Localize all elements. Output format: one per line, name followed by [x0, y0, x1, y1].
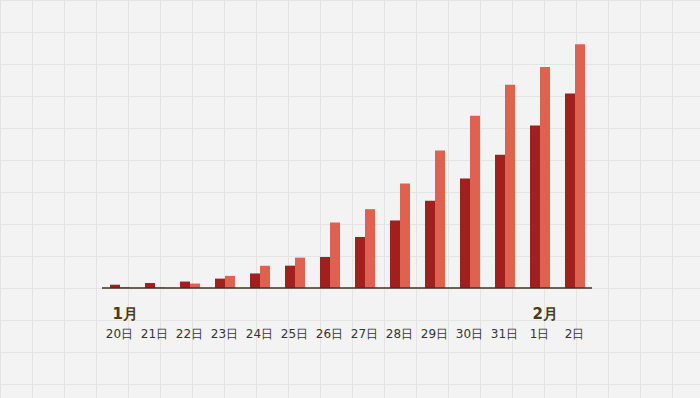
svg-text:30日: 30日 [456, 327, 483, 341]
svg-text:24日: 24日 [246, 327, 273, 341]
svg-text:29日: 29日 [421, 327, 448, 341]
svg-text:1日: 1日 [530, 327, 550, 341]
svg-text:25日: 25日 [281, 327, 308, 341]
svg-text:2月: 2月 [533, 305, 558, 323]
svg-text:2日: 2日 [565, 327, 585, 341]
svg-text:28日: 28日 [386, 327, 413, 341]
svg-text:23日: 23日 [211, 327, 238, 341]
svg-text:22日: 22日 [176, 327, 203, 341]
svg-text:31日: 31日 [491, 327, 518, 341]
svg-text:21日: 21日 [141, 327, 168, 341]
svg-text:1月: 1月 [113, 305, 138, 323]
svg-text:27日: 27日 [351, 327, 378, 341]
svg-text:26日: 26日 [316, 327, 343, 341]
svg-text:20日: 20日 [106, 327, 133, 341]
